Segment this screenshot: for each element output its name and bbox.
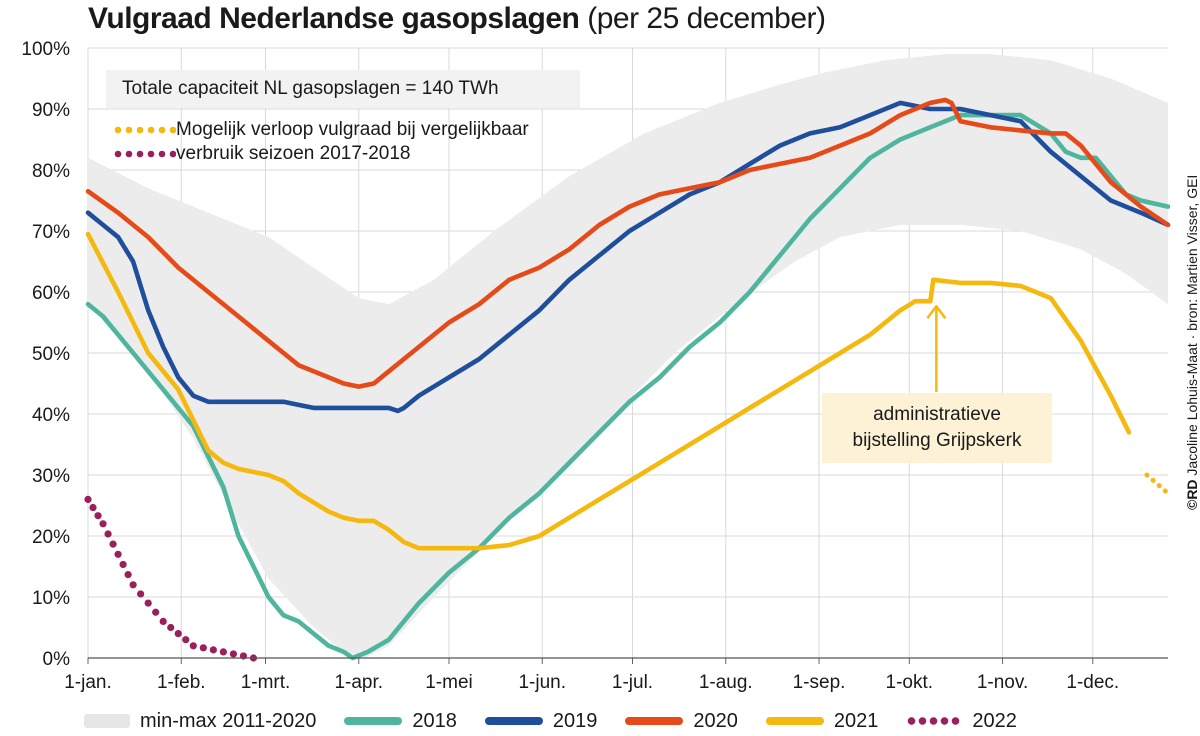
ytick-30: 30% bbox=[32, 466, 70, 487]
legend-item-2020: 2020 bbox=[625, 710, 738, 733]
annotation-arrow bbox=[926, 304, 947, 392]
annotation-arrow-head bbox=[926, 304, 947, 319]
source-text: Jacoline Lohuis-Maat · bron: Martien Vis… bbox=[1184, 174, 1200, 476]
dot-2022 bbox=[104, 530, 112, 538]
projection-2021-swatch bbox=[114, 126, 176, 134]
legend-item-2019: 2019 bbox=[484, 709, 598, 733]
annotation-line1: administratieve bbox=[873, 404, 1001, 425]
legend-label-2020: 2020 bbox=[693, 709, 738, 732]
line-2018 bbox=[85, 112, 1171, 661]
ytick-10: 10% bbox=[32, 588, 70, 609]
dot-2022 bbox=[174, 630, 182, 638]
xtick-1-apr.: 1-apr. bbox=[334, 672, 383, 693]
xtick-1-jun.: 1-jun. bbox=[518, 672, 566, 693]
legend-label-2021: 2021 bbox=[833, 709, 879, 732]
dot-2022 bbox=[114, 550, 122, 558]
legend-item-2022: 2022 bbox=[906, 710, 1017, 733]
ytick-50: 50% bbox=[32, 344, 70, 365]
xtick-1-aug.: 1-aug. bbox=[699, 672, 753, 693]
line-2021 bbox=[85, 231, 1132, 551]
ytick-90: 90% bbox=[32, 100, 70, 121]
ytick-40: 40% bbox=[32, 405, 70, 426]
dot-2022 bbox=[99, 520, 107, 528]
dot-2022 bbox=[109, 540, 117, 548]
xtick-1-feb.: 1-feb. bbox=[157, 672, 206, 693]
chart-title-bold: Vulgraad Nederlandse gasopslagen bbox=[88, 2, 580, 35]
dot-2022 bbox=[89, 503, 97, 512]
dot-2022 bbox=[152, 608, 160, 616]
xtick-1-nov.: 1-nov. bbox=[977, 672, 1028, 693]
source-credit: ©RD Jacoline Lohuis-Maat · bron: Martien… bbox=[1184, 175, 1200, 510]
legend-swatch-2019 bbox=[484, 717, 543, 725]
ytick-0: 0% bbox=[43, 649, 71, 670]
annotation-line2: bijstelling Grijpskerk bbox=[852, 430, 1022, 451]
legend-swatch-2018 bbox=[344, 717, 403, 725]
xtick-1-jan.: 1-jan. bbox=[64, 672, 112, 693]
projection-legend-line1: Mogelijk verloop vulgraad bij vergelijkb… bbox=[176, 119, 529, 140]
projection-legend-2021-row: Mogelijk verloop vulgraad bij vergelijkb… bbox=[112, 118, 529, 142]
source-copyright: ©RD bbox=[1184, 479, 1200, 510]
ytick-70: 70% bbox=[32, 222, 70, 243]
dot-2022 bbox=[137, 590, 145, 598]
dot-2022 bbox=[129, 581, 137, 589]
dot-2022 bbox=[119, 560, 127, 569]
band-area bbox=[88, 54, 1168, 659]
projection-legend: Mogelijk verloop vulgraad bij vergelijkb… bbox=[112, 118, 529, 166]
dot-2022 bbox=[229, 650, 238, 658]
axes: 0% 10% 20% 30% 40% 50% 60% 70% 80% 90% 100% 1-jan. 1… bbox=[21, 39, 1168, 693]
legend-label-band: min-max 2011-2020 bbox=[140, 709, 317, 732]
dot-2022 bbox=[219, 648, 227, 656]
ytick-60: 60% bbox=[32, 283, 70, 304]
dot-2022 bbox=[159, 617, 167, 626]
line-2020 bbox=[85, 97, 1171, 389]
xtick-1-dec.: 1-dec. bbox=[1066, 672, 1119, 693]
dot-2022 bbox=[189, 642, 197, 650]
ytick-100: 100% bbox=[21, 39, 70, 60]
dot-2022 bbox=[84, 495, 92, 503]
line-2019 bbox=[85, 100, 1171, 414]
dot-2022 bbox=[144, 599, 152, 607]
legend-swatch-band bbox=[84, 714, 130, 728]
dot-2022 bbox=[167, 623, 175, 632]
capacity-info-box: Totale capaciteit NL gasopslagen = 140 T… bbox=[106, 70, 580, 108]
legend-item-2021: 2021 bbox=[765, 709, 879, 733]
chart-title: Vulgraad Nederlandse gasopslagen (per 25… bbox=[88, 2, 826, 36]
legend-swatch-2022 bbox=[906, 717, 963, 725]
legend-label-2018: 2018 bbox=[412, 709, 457, 732]
ytick-80: 80% bbox=[32, 161, 70, 182]
series-lines bbox=[84, 97, 1171, 662]
xtick-1-okt.: 1-okt. bbox=[886, 672, 934, 693]
legend: min-max 2011-2020 2018 2019 2020 2021 20… bbox=[84, 706, 1045, 736]
projection-legend-line2: verbruik seizoen 2017-2018 bbox=[176, 143, 411, 164]
legend-item-2018: 2018 bbox=[344, 710, 457, 733]
annotation-box: administratieve bijstelling Grijpskerk bbox=[822, 393, 1052, 463]
min-max-band bbox=[88, 54, 1168, 659]
chart-title-subtitle: (per 25 december) bbox=[587, 2, 826, 35]
projection-2021 bbox=[1144, 472, 1171, 496]
dot-2022 bbox=[94, 512, 102, 520]
legend-label-2019: 2019 bbox=[552, 709, 598, 732]
dot-2022 bbox=[124, 571, 132, 579]
projection-legend-2022-row: verbruik seizoen 2017-2018 bbox=[112, 142, 529, 166]
xtick-1-mrt.: 1-mrt. bbox=[241, 672, 291, 693]
xtick-1-jul.: 1-jul. bbox=[612, 672, 653, 693]
xtick-1-mei: 1-mei bbox=[425, 672, 473, 693]
ytick-20: 20% bbox=[32, 527, 70, 548]
legend-label-2022: 2022 bbox=[972, 709, 1017, 732]
legend-swatch-2021 bbox=[765, 717, 824, 725]
dot-2022 bbox=[199, 644, 207, 652]
dot-2022 bbox=[209, 646, 217, 654]
projection-2022-swatch bbox=[114, 150, 176, 158]
dot-2022 bbox=[182, 636, 190, 644]
legend-swatch-2020 bbox=[625, 717, 684, 725]
legend-item-band: min-max 2011-2020 bbox=[84, 710, 316, 733]
xtick-1-sep.: 1-sep. bbox=[793, 672, 846, 693]
